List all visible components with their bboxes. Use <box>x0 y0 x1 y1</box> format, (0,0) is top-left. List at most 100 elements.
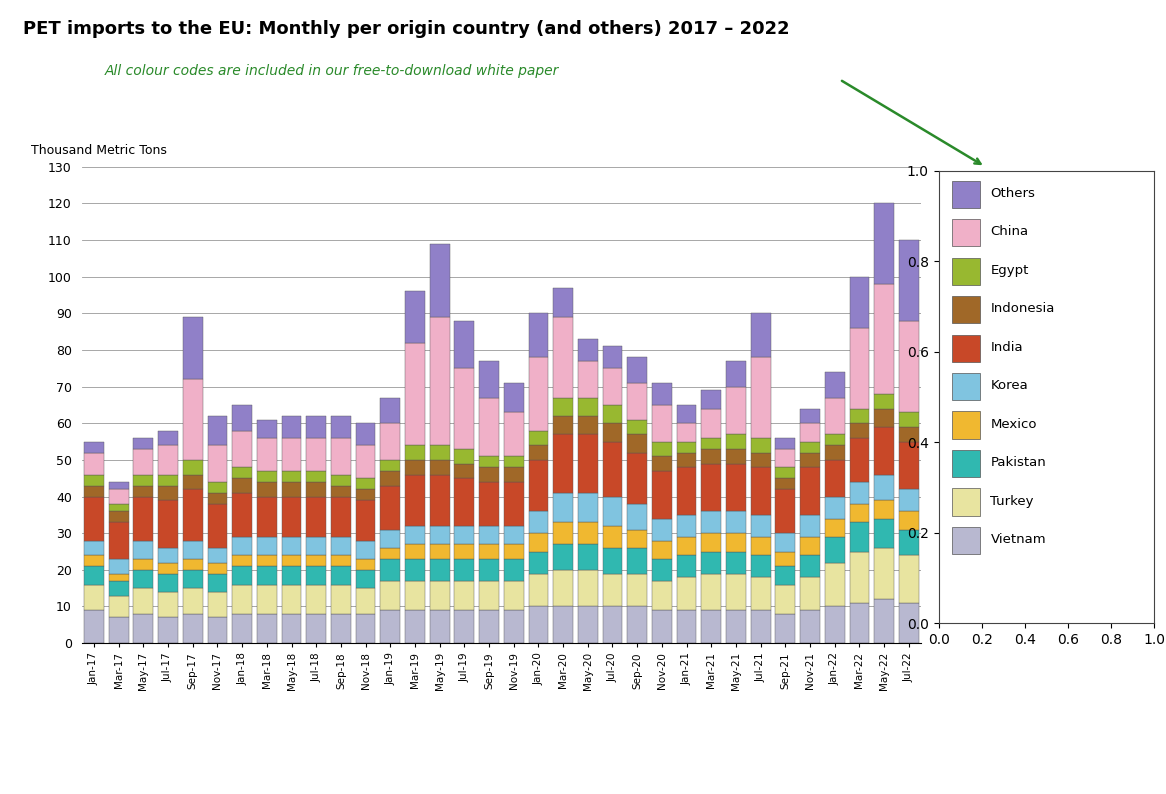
Bar <box>627 548 647 573</box>
Bar <box>578 607 598 643</box>
Bar <box>702 449 721 464</box>
Bar <box>676 467 696 515</box>
Bar <box>159 618 178 643</box>
Bar <box>504 482 524 526</box>
Bar <box>84 584 104 610</box>
Bar <box>603 607 623 643</box>
Bar <box>652 383 672 405</box>
Bar <box>951 450 979 477</box>
Bar <box>405 343 424 445</box>
Bar <box>108 596 128 618</box>
Bar <box>578 570 598 607</box>
Bar <box>951 296 979 323</box>
Bar <box>405 559 424 581</box>
Bar <box>307 566 326 584</box>
Bar <box>455 478 475 526</box>
Bar <box>331 486 351 496</box>
Bar <box>702 409 721 438</box>
Bar <box>899 321 919 412</box>
Bar <box>479 544 499 559</box>
Bar <box>726 387 746 434</box>
Bar <box>676 441 696 453</box>
Bar <box>553 493 573 522</box>
Bar <box>479 610 499 643</box>
Bar <box>380 581 400 610</box>
Bar <box>751 610 771 643</box>
Bar <box>951 527 979 554</box>
Bar <box>208 548 227 562</box>
Bar <box>553 317 573 398</box>
Bar <box>951 411 979 438</box>
Bar <box>133 486 153 496</box>
Bar <box>627 383 647 419</box>
Bar <box>726 464 746 511</box>
Bar <box>652 518 672 541</box>
Bar <box>676 555 696 577</box>
Bar <box>133 588 153 614</box>
Bar <box>504 581 524 610</box>
Bar <box>676 405 696 423</box>
Bar <box>850 438 870 482</box>
Text: India: India <box>990 341 1023 353</box>
Bar <box>159 445 178 475</box>
Bar <box>899 511 919 530</box>
Bar <box>108 618 128 643</box>
Bar <box>479 361 499 398</box>
Bar <box>84 453 104 475</box>
Bar <box>331 416 351 438</box>
Text: All colour codes are included in our free-to-download white paper: All colour codes are included in our fre… <box>105 64 560 78</box>
Bar <box>133 559 153 570</box>
Bar <box>84 541 104 555</box>
Bar <box>504 467 524 482</box>
Bar <box>603 441 623 496</box>
Bar <box>331 614 351 643</box>
Bar <box>430 460 450 475</box>
Bar <box>578 434 598 493</box>
Bar <box>455 526 475 544</box>
Bar <box>356 500 375 541</box>
Text: PET imports to the EU: Monthly per origin country (and others) 2017 – 2022: PET imports to the EU: Monthly per origi… <box>23 20 789 38</box>
Text: Pakistan: Pakistan <box>990 456 1046 469</box>
Bar <box>652 405 672 441</box>
Bar <box>751 537 771 555</box>
Bar <box>84 475 104 486</box>
Bar <box>257 482 276 496</box>
Bar <box>652 610 672 643</box>
Bar <box>702 511 721 534</box>
Bar <box>899 603 919 643</box>
Bar <box>307 496 326 537</box>
Bar <box>307 537 326 555</box>
Bar <box>183 317 203 380</box>
Bar <box>627 607 647 643</box>
Bar <box>578 544 598 570</box>
Bar <box>874 409 894 427</box>
Bar <box>430 445 450 460</box>
Bar <box>380 530 400 548</box>
Bar <box>380 423 400 460</box>
Bar <box>775 566 795 584</box>
Bar <box>479 581 499 610</box>
Bar <box>775 534 795 552</box>
Bar <box>775 438 795 449</box>
Bar <box>133 541 153 559</box>
Bar <box>356 559 375 570</box>
Bar <box>702 534 721 552</box>
Bar <box>159 475 178 486</box>
Bar <box>800 515 820 537</box>
Bar <box>108 511 128 522</box>
Bar <box>775 489 795 534</box>
Bar <box>380 398 400 423</box>
Bar <box>380 559 400 581</box>
Bar <box>257 555 276 566</box>
Bar <box>133 496 153 541</box>
Bar <box>133 438 153 449</box>
Bar <box>775 478 795 489</box>
Bar <box>232 537 252 555</box>
Bar <box>356 588 375 614</box>
Bar <box>824 372 844 398</box>
Bar <box>751 467 771 515</box>
Bar <box>751 577 771 610</box>
Bar <box>257 419 276 438</box>
Bar <box>232 584 252 614</box>
Bar <box>159 562 178 573</box>
